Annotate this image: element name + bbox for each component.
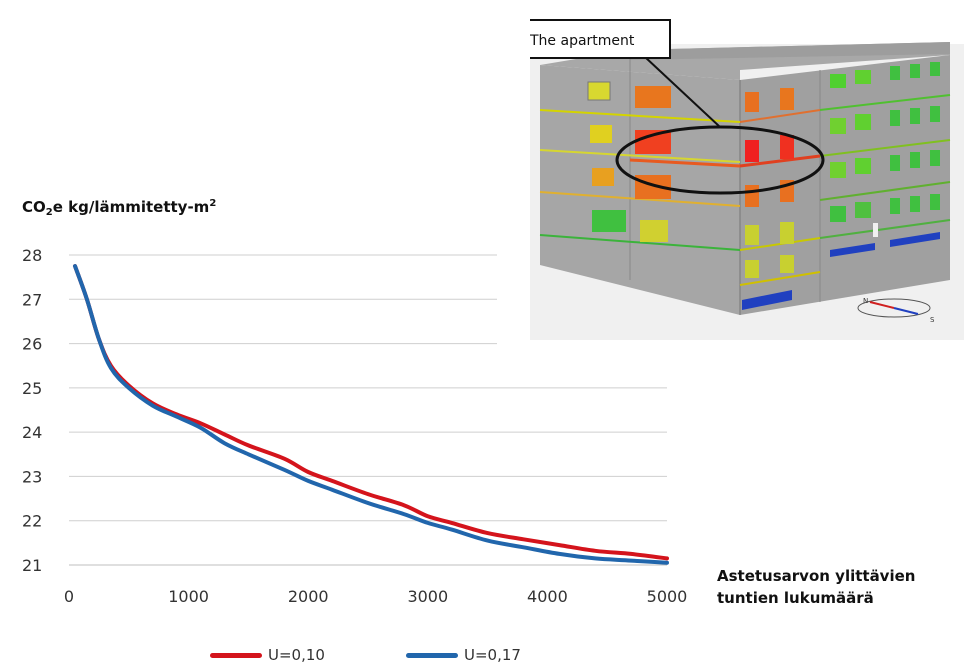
- y-tick-label-26: 26: [22, 335, 42, 354]
- legend-item-u017: U=0,17: [406, 645, 521, 665]
- x-tick-label-0: 0: [64, 587, 74, 606]
- callout-label: The apartment: [530, 33, 635, 49]
- x-tick-label-4000: 4000: [527, 587, 568, 606]
- y-tick-label-28: 28: [22, 246, 42, 265]
- y-tick-label-24: 24: [22, 423, 42, 442]
- y-tick-label-21: 21: [22, 556, 42, 575]
- legend-swatch-red: [210, 652, 262, 658]
- x-tick-label-3000: 3000: [407, 587, 448, 606]
- legend-item-u010: U=0,10: [210, 645, 325, 665]
- y-tick-label-22: 22: [22, 512, 42, 531]
- y-axis-label: CO2e kg/lämmitetty-m2: [22, 198, 217, 218]
- legend-label: U=0,17: [464, 646, 521, 664]
- series-lines: [73, 264, 669, 565]
- building-energy-model-image: The apartment N S: [530, 10, 964, 340]
- y-tick-labels: 28 27 26 25 24 23 22 21: [22, 246, 42, 575]
- compass-north-label: N: [863, 297, 868, 305]
- x-tick-labels: 0 1000 2000 3000 4000 5000: [64, 587, 687, 606]
- grid-lines: [69, 254, 667, 566]
- series-line-1: [73, 264, 669, 565]
- x-tick-label-1000: 1000: [168, 587, 209, 606]
- x-axis-label: Astetusarvon ylittävien tuntien lukumäär…: [717, 567, 916, 607]
- legend-label: U=0,10: [268, 646, 325, 664]
- y-tick-label-25: 25: [22, 379, 42, 398]
- y-tick-label-23: 23: [22, 467, 42, 486]
- legend-swatch-blue: [406, 652, 458, 658]
- x-tick-label-2000: 2000: [288, 587, 329, 606]
- compass-south-label: S: [930, 316, 935, 324]
- x-tick-label-5000: 5000: [647, 587, 688, 606]
- y-tick-label-27: 27: [22, 290, 42, 309]
